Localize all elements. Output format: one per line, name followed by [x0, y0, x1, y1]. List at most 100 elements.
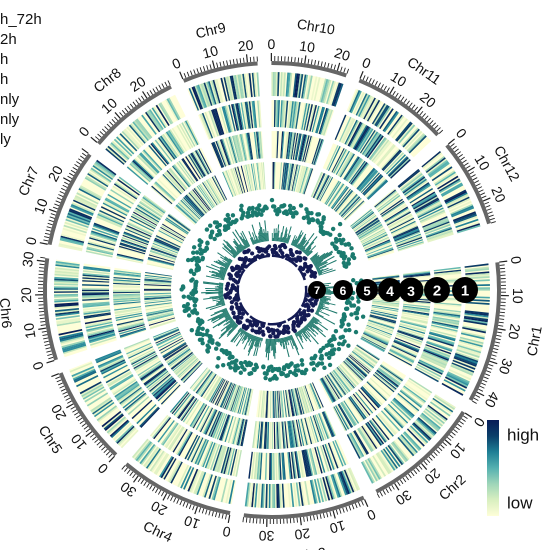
heatmap-cell [298, 387, 308, 414]
heatmap-cell [397, 239, 424, 249]
axis-tick [49, 216, 55, 219]
bar-mark [259, 228, 263, 243]
heatmap-cell [113, 295, 141, 298]
track-badge-circle [424, 277, 450, 303]
heatmap-cell [229, 385, 240, 412]
heatmap-cell [454, 355, 478, 366]
heatmap-cell [290, 482, 295, 508]
heatmap-cell [114, 381, 138, 398]
heatmap-cell [211, 109, 221, 136]
axis-tick [451, 431, 456, 436]
heatmap-cell [205, 376, 221, 401]
axis-tick [488, 214, 494, 218]
scatter-point [284, 373, 289, 379]
bar-mark [310, 255, 318, 261]
heatmap-cell [384, 152, 404, 173]
heatmap-cell [420, 356, 446, 369]
heatmap-cell [144, 274, 172, 279]
axis-tick [201, 508, 205, 514]
scatter-point [291, 327, 296, 332]
heatmap-cell [341, 470, 352, 494]
heatmap-cell [295, 419, 302, 447]
tick-label: 0 [360, 54, 374, 72]
heatmap-cell [287, 163, 293, 191]
heatmap-cell [367, 421, 385, 445]
heatmap-cell [312, 106, 322, 133]
bar-mark [303, 326, 319, 345]
tick-label: 20 [333, 44, 353, 64]
heatmap-cell [345, 358, 366, 378]
scatter-point [284, 211, 290, 217]
heatmap-cell [328, 183, 345, 207]
track-badge-label: 1 [461, 283, 469, 300]
axis-tick [129, 471, 134, 477]
axis-tick [202, 66, 206, 72]
scatter-point [238, 360, 244, 366]
heatmap-cell [367, 249, 394, 260]
heatmap-cell [62, 227, 87, 237]
heatmap-cell [205, 82, 214, 106]
heatmap-cell [366, 381, 387, 401]
bar-mark [318, 303, 324, 306]
bar-mark [299, 239, 308, 250]
legend-entry: ly [0, 131, 11, 148]
heatmap-cell [252, 420, 257, 448]
heatmap-cell [175, 204, 197, 224]
heatmap-cell [164, 219, 188, 236]
heatmap-cell [174, 355, 196, 374]
heatmap-cell [214, 79, 223, 103]
heatmap-cell [187, 468, 199, 492]
heatmap-cell [334, 440, 347, 466]
heatmap-cell [408, 426, 428, 445]
heatmap-cell [416, 418, 436, 436]
heatmap-cell [230, 168, 241, 195]
heatmap-cell [213, 379, 227, 405]
axis-tick [300, 57, 303, 63]
heatmap-cell [439, 179, 461, 194]
heatmap-cell [281, 100, 285, 128]
heatmap-cell [117, 321, 145, 329]
heatmap-cell [403, 271, 431, 276]
heatmap-cell [357, 169, 377, 191]
bar-mark [299, 330, 308, 342]
heatmap-cell [235, 167, 244, 194]
heatmap-cell [310, 383, 322, 409]
scatter-point [272, 204, 277, 209]
heatmap-cell [140, 363, 164, 380]
heatmap-cell [382, 203, 407, 220]
heatmap-cell [167, 426, 184, 450]
heatmap-cell [356, 220, 381, 236]
heatmap-cell [85, 319, 112, 326]
heatmap-cell [193, 86, 204, 110]
axis-tick [406, 100, 410, 106]
heatmap-cell [189, 153, 205, 178]
heatmap-cell [392, 225, 418, 238]
axis-tick [245, 517, 248, 523]
heatmap-cell [338, 471, 349, 495]
scatter-point [350, 296, 355, 301]
heatmap-cell [328, 442, 340, 469]
bar-mark [256, 337, 260, 347]
heatmap-cell [215, 380, 229, 406]
heatmap-cell [351, 124, 367, 149]
heatmap-cell [231, 417, 240, 444]
axis-tick [43, 239, 49, 242]
heatmap-cell [367, 247, 393, 258]
track-badge-label: 4 [386, 283, 394, 299]
heatmap-cell [365, 241, 391, 253]
axis-tick [96, 441, 101, 446]
bar-mark [312, 252, 326, 263]
heatmap-cell [357, 221, 381, 237]
heatmap-cell [254, 131, 259, 159]
heatmap-cell [426, 340, 453, 351]
heatmap-cell [372, 455, 387, 477]
heatmap-cell [240, 134, 247, 161]
heatmap-cell [55, 267, 80, 272]
bar-mark [301, 328, 312, 343]
heatmap-cell [104, 414, 124, 431]
heatmap-cell [233, 418, 242, 445]
heatmap-cell [125, 228, 151, 240]
heatmap-cell [149, 373, 171, 392]
heatmap-cell [340, 195, 360, 217]
